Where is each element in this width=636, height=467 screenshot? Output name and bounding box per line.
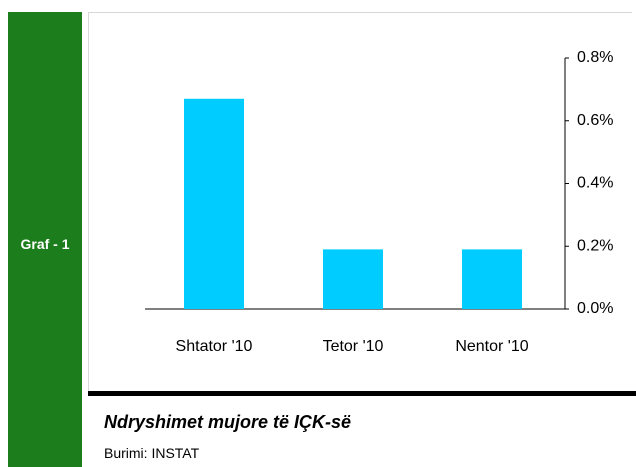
- bar: [184, 98, 244, 309]
- sidebar-label: Graf - 1: [20, 236, 70, 252]
- y-tick-label: 0.0%: [577, 300, 613, 317]
- y-tick-label: 0.6%: [577, 112, 613, 129]
- sidebar: Graf - 1: [8, 12, 82, 467]
- divider: [88, 391, 636, 396]
- x-tick-label: Shtator '10: [176, 338, 253, 355]
- x-tick-label: Nentor '10: [455, 338, 528, 355]
- y-tick-label: 0.2%: [577, 237, 613, 254]
- y-tick-label: 0.4%: [577, 175, 613, 192]
- y-tick-label: 0.8%: [577, 49, 613, 66]
- chart-source: Burimi: INSTAT: [104, 445, 200, 461]
- bar: [323, 249, 383, 309]
- chart-title: Ndryshimet mujore të IÇK-së: [104, 412, 352, 432]
- bar: [462, 249, 522, 309]
- x-tick-label: Tetor '10: [323, 338, 384, 355]
